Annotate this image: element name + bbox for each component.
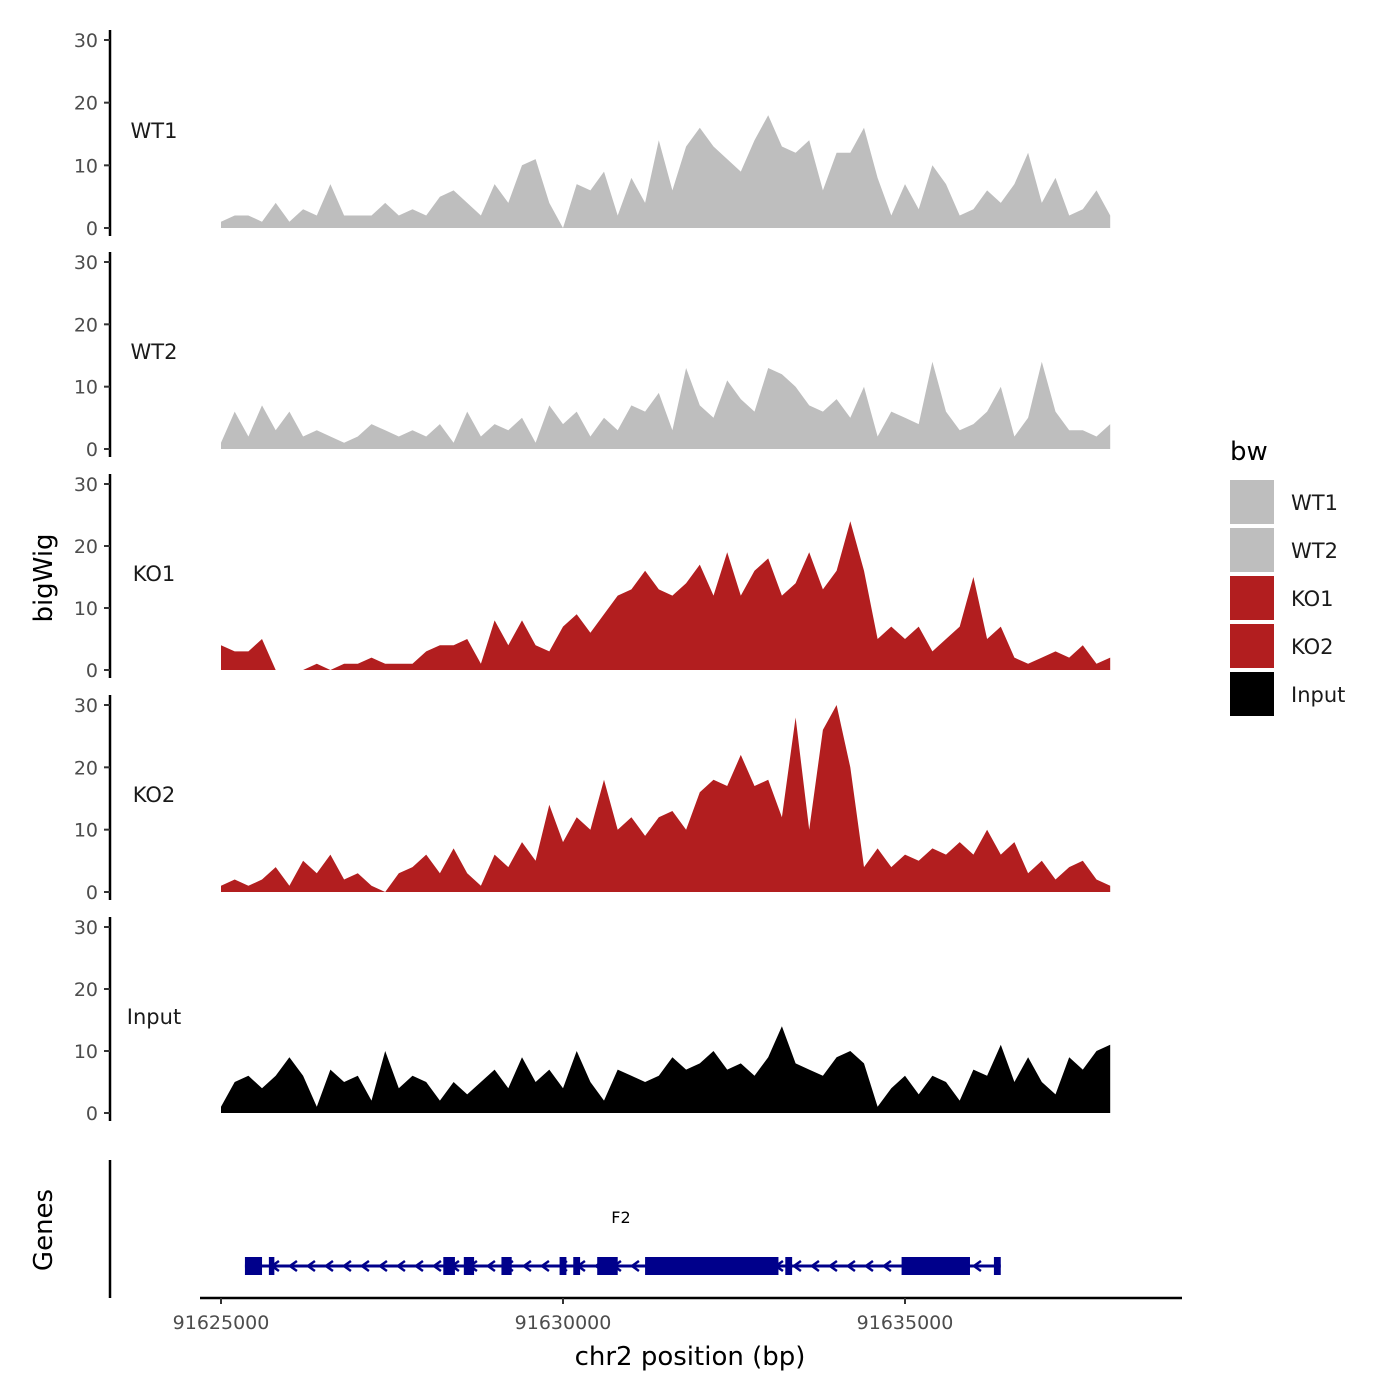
y-axis-title: bigWig [29, 533, 59, 622]
strand-arrow-icon [521, 1259, 532, 1273]
y-tick-label: 20 [74, 93, 98, 115]
strand-arrow-icon [971, 1259, 982, 1273]
gene-name-label: F2 [611, 1208, 630, 1227]
strand-arrow-icon [791, 1259, 802, 1273]
gene-exon [559, 1257, 567, 1275]
strand-arrow-icon [881, 1259, 892, 1273]
gene-exon [573, 1257, 581, 1275]
x-tick-label: 91630000 [515, 1312, 612, 1334]
track-area-ko2 [221, 705, 1111, 892]
y-tick-label: 10 [74, 598, 98, 620]
gene-exon [993, 1257, 1001, 1275]
legend-key-wt1 [1230, 480, 1274, 524]
y-tick-label: 0 [86, 218, 98, 240]
track-label-ko2: KO2 [133, 783, 176, 807]
y-tick-label: 10 [74, 1041, 98, 1063]
y-tick-label: 10 [74, 155, 98, 177]
track-label-wt1: WT1 [131, 119, 178, 143]
legend-key-ko1 [1230, 576, 1274, 620]
gene-exon [463, 1257, 475, 1275]
genes-axis-title: Genes [29, 1189, 59, 1271]
y-tick-label: 0 [86, 882, 98, 904]
track-area-wt1 [221, 115, 1111, 228]
legend-label-wt1: WT1 [1291, 491, 1338, 515]
legend-key-wt2 [1230, 528, 1274, 572]
y-tick-label: 30 [74, 30, 98, 52]
legend-label-wt2: WT2 [1291, 539, 1338, 563]
strand-arrow-icon [377, 1259, 388, 1273]
track-label-input: Input [127, 1005, 181, 1029]
gene-exon [785, 1257, 793, 1275]
strand-arrow-icon [305, 1259, 316, 1273]
legend-label-ko2: KO2 [1291, 635, 1334, 659]
track-area-wt2 [221, 361, 1111, 449]
legend: bw WT1 WT2 KO1 KO2 Input [1230, 437, 1345, 716]
legend-title: bw [1230, 437, 1268, 467]
legend-label-input: Input [1291, 683, 1345, 707]
strand-arrow-icon [827, 1259, 838, 1273]
strand-arrow-icon [395, 1259, 406, 1273]
y-tick-label: 30 [74, 917, 98, 939]
y-tick-label: 20 [74, 757, 98, 779]
y-tick-label: 0 [86, 1103, 98, 1125]
strand-arrow-icon [287, 1259, 298, 1273]
strand-arrow-icon [341, 1259, 352, 1273]
gene-exon [268, 1257, 275, 1275]
strand-arrow-icon [539, 1259, 550, 1273]
strand-arrow-icon [359, 1259, 370, 1273]
gene-exon [901, 1257, 970, 1275]
y-tick-label: 10 [74, 377, 98, 399]
y-tick-label: 30 [74, 695, 98, 717]
y-tick-label: 20 [74, 536, 98, 558]
strand-arrow-icon [485, 1259, 496, 1273]
y-tick-label: 20 [74, 314, 98, 336]
y-tick-label: 30 [74, 252, 98, 274]
strand-arrow-icon [323, 1259, 334, 1273]
strand-arrow-icon [629, 1259, 640, 1273]
track-area-input [221, 1026, 1111, 1113]
legend-label-ko1: KO1 [1291, 587, 1334, 611]
gene-exon [244, 1257, 263, 1275]
x-axis-title: chr2 position (bp) [575, 1342, 806, 1372]
y-tick-label: 10 [74, 820, 98, 842]
legend-key-input [1230, 672, 1274, 716]
strand-arrow-icon [431, 1259, 442, 1273]
x-tick-label: 91625000 [173, 1312, 270, 1334]
y-tick-label: 0 [86, 439, 98, 461]
strand-arrow-icon [809, 1259, 820, 1273]
y-tick-label: 0 [86, 660, 98, 682]
gene-track: F2 [244, 1208, 1001, 1275]
x-tick-label: 91635000 [857, 1312, 954, 1334]
track-area-ko1 [221, 521, 1111, 670]
gene-exon [645, 1257, 779, 1275]
track-label-wt2: WT2 [131, 340, 178, 364]
strand-arrow-icon [413, 1259, 424, 1273]
strand-arrow-icon [863, 1259, 874, 1273]
y-tick-label: 20 [74, 979, 98, 1001]
gene-exon [597, 1257, 618, 1275]
legend-key-ko2 [1230, 624, 1274, 668]
track-label-ko1: KO1 [133, 562, 176, 586]
strand-arrow-icon [845, 1259, 856, 1273]
gene-exon [501, 1257, 512, 1275]
gene-exon [443, 1257, 455, 1275]
tracks-layer: WT1 WT2 KO1 KO2 Input [127, 115, 1111, 1113]
axes-layer: 0 10 20 30 0 10 20 30 0 10 20 30 0 10 20 30 0 10 20 30 91625… [74, 30, 1182, 1334]
y-tick-label: 30 [74, 474, 98, 496]
